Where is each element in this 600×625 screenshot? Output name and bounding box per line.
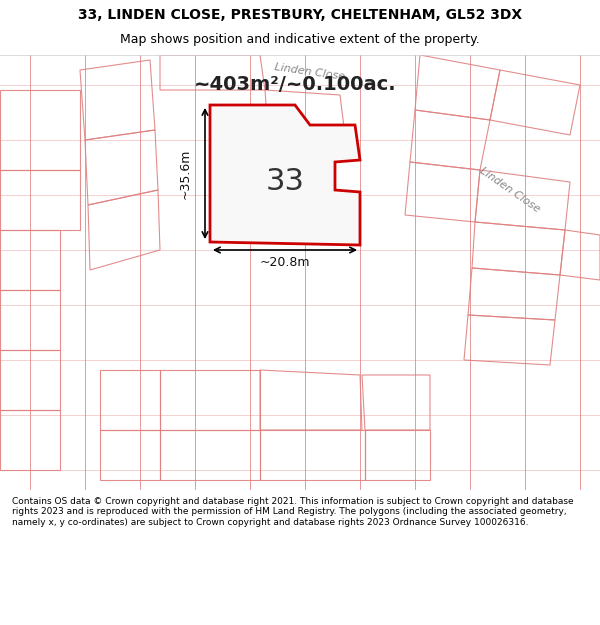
Text: ~403m²/~0.100ac.: ~403m²/~0.100ac. <box>194 76 397 94</box>
Text: Linden Close: Linden Close <box>274 62 346 82</box>
Text: Linden Close: Linden Close <box>478 166 542 214</box>
Text: 33: 33 <box>265 168 305 196</box>
Text: ~20.8m: ~20.8m <box>260 256 310 269</box>
Text: ~35.6m: ~35.6m <box>179 149 191 199</box>
Polygon shape <box>210 105 360 245</box>
Text: Contains OS data © Crown copyright and database right 2021. This information is : Contains OS data © Crown copyright and d… <box>12 497 574 526</box>
Text: 33, LINDEN CLOSE, PRESTBURY, CHELTENHAM, GL52 3DX: 33, LINDEN CLOSE, PRESTBURY, CHELTENHAM,… <box>78 8 522 22</box>
Text: Map shows position and indicative extent of the property.: Map shows position and indicative extent… <box>120 33 480 46</box>
